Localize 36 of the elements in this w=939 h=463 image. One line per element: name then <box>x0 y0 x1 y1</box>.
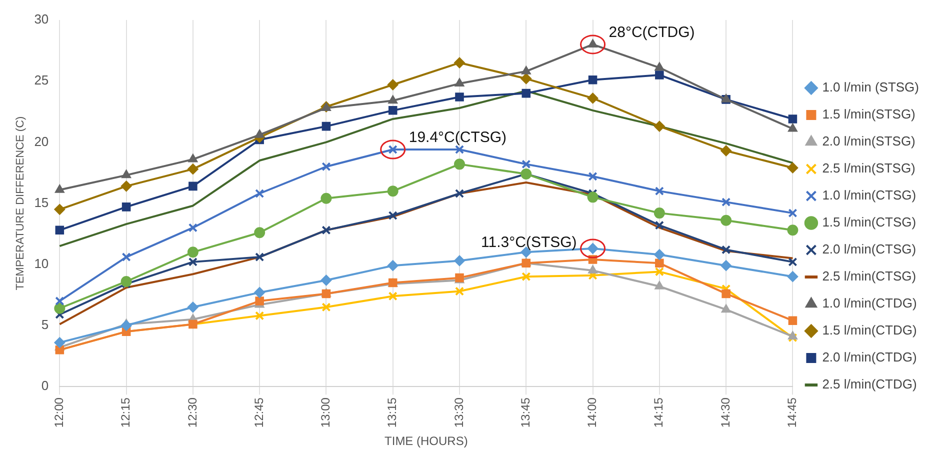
legend-label: 2.0 l/min(CTSG) <box>822 242 916 257</box>
legend-label: 1.5 l/min(STSG) <box>822 106 916 122</box>
x-axis-title: TIME (HOURS) <box>384 434 468 448</box>
annotation: 19.4°C(CTSG) <box>408 129 507 146</box>
x-tick-label: 12:15 <box>118 397 133 428</box>
x-tick-label: 13:45 <box>518 397 532 428</box>
legend-label: 1.0 l/min(CTDG) <box>822 296 917 311</box>
y-tick-label: 5 <box>41 317 49 332</box>
x-tick-label: 12:30 <box>185 397 200 428</box>
x-tick-label: 14:15 <box>652 397 666 428</box>
x-tick-label: 13:15 <box>385 397 400 428</box>
x-tick-label: 14:00 <box>585 397 600 428</box>
legend-label: 1.5 l/min(CTSG) <box>822 214 916 230</box>
legend-label: 1.5 l/min(CTDG) <box>822 322 917 338</box>
x-tick-label: 13:30 <box>452 397 466 428</box>
legend-label: 2.0 l/min(STSG) <box>822 134 916 149</box>
y-tick-label: 25 <box>34 72 49 88</box>
x-tick-label: 12:00 <box>52 397 66 428</box>
y-tick-label: 0 <box>41 378 49 394</box>
legend-label: 2.0 l/min(CTDG) <box>822 350 917 365</box>
legend-label: 2.5 l/min(STSG) <box>822 160 916 176</box>
y-axis-title: TEMPERATURE DIFFERENCE (C) <box>14 116 27 290</box>
legend-label: 1.0 l/min(CTSG) <box>822 188 916 203</box>
y-tick-label: 10 <box>34 256 49 271</box>
y-tick-label: 15 <box>34 194 49 210</box>
annotation: 11.3°C(STSG) <box>481 234 577 252</box>
legend-label: 2.5 l/min(CTDG) <box>822 376 917 392</box>
x-tick-label: 14:45 <box>785 397 800 428</box>
x-tick-label: 14:30 <box>718 397 732 428</box>
annotation: 28°C(CTDG) <box>608 24 695 42</box>
y-tick-label: 20 <box>34 134 49 149</box>
x-tick-label: 13:00 <box>318 397 333 428</box>
y-tick-label: 30 <box>34 12 49 27</box>
x-tick-label: 12:45 <box>252 397 266 428</box>
legend-label: 2.5 l/min(CTSG) <box>822 268 916 284</box>
legend-label: 1.0 l/min (STSG) <box>822 80 919 95</box>
